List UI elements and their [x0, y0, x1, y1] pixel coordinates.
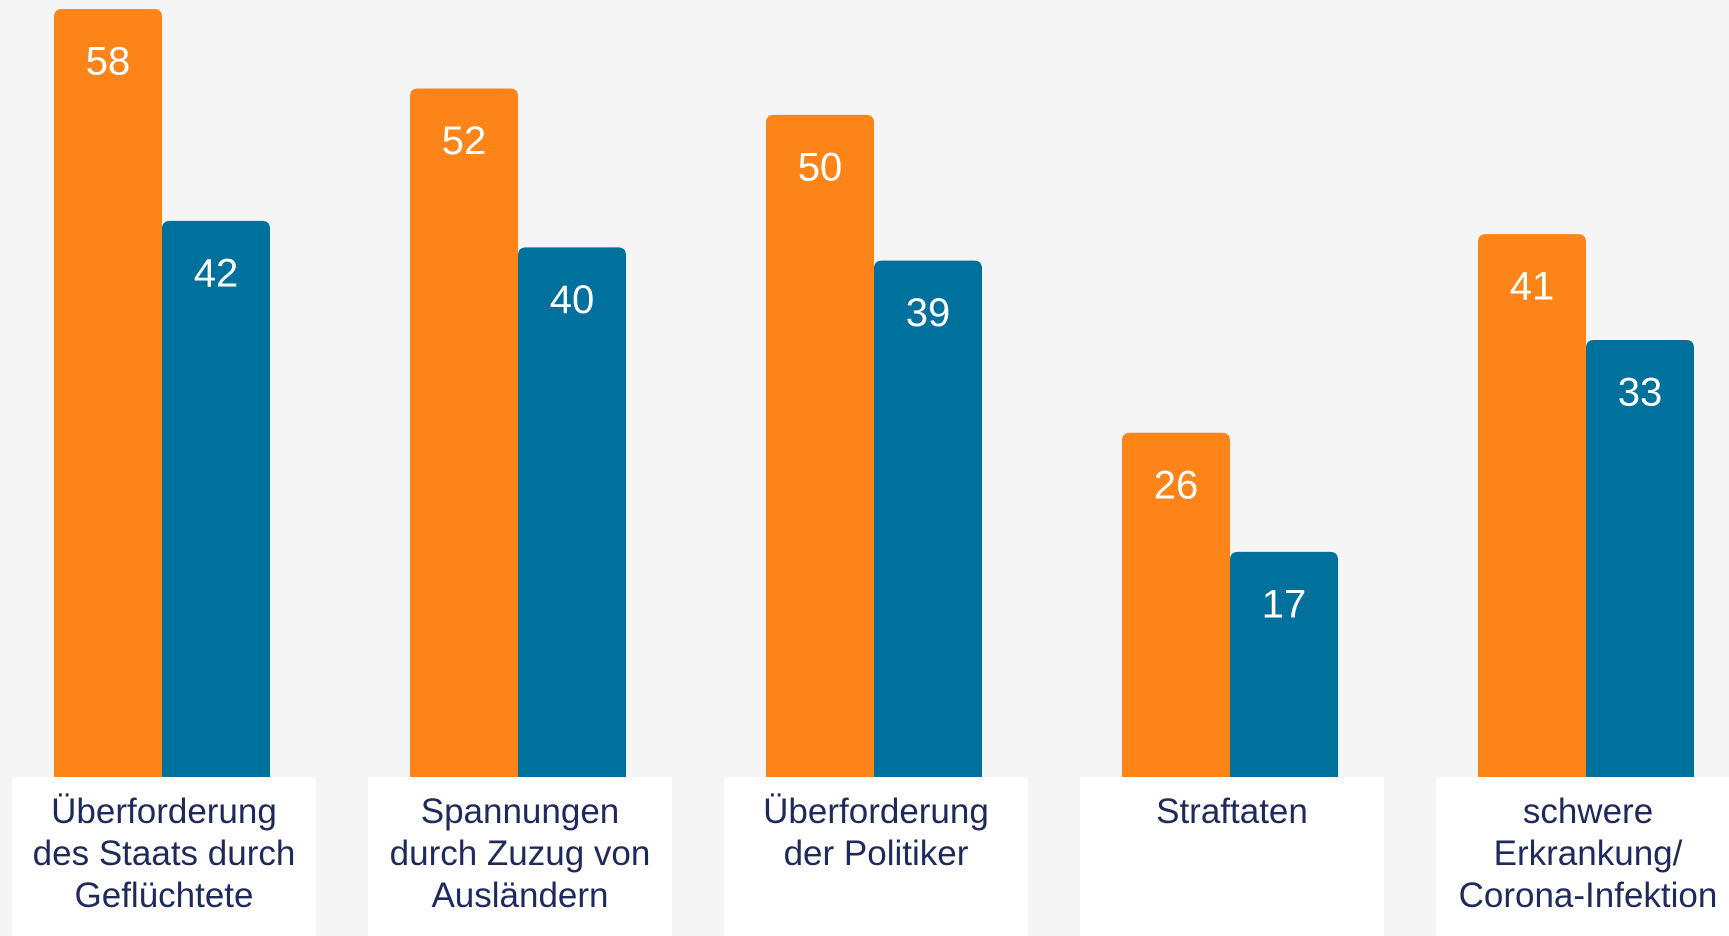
bar: [1478, 234, 1586, 777]
value-label: 39: [906, 291, 951, 335]
category-label: Überforderung der Politiker: [724, 777, 1028, 936]
bar: [54, 9, 162, 777]
value-label: 17: [1262, 582, 1307, 626]
value-label: 50: [798, 145, 843, 189]
category-label: schwere Erkrankung/ Corona-Infektion: [1436, 777, 1729, 936]
bar: [518, 247, 626, 777]
value-label: 41: [1510, 265, 1555, 309]
bar: [410, 88, 518, 778]
bar: [766, 114, 874, 778]
value-label: 33: [1618, 371, 1663, 415]
category-label: Straftaten: [1080, 777, 1384, 936]
value-label: 42: [194, 251, 239, 295]
value-label: 52: [442, 119, 487, 163]
bar: [162, 220, 270, 778]
bar: [874, 260, 982, 778]
value-label: 58: [86, 40, 131, 84]
value-label: 26: [1154, 463, 1199, 507]
bar: [1586, 340, 1694, 777]
bar: [1230, 551, 1338, 777]
category-label: Überforderung des Staats durch Geflüchte…: [12, 777, 316, 936]
category-label: Spannungen durch Zuzug von Ausländern: [368, 777, 672, 936]
value-label: 40: [550, 278, 595, 322]
bar: [1122, 432, 1230, 777]
